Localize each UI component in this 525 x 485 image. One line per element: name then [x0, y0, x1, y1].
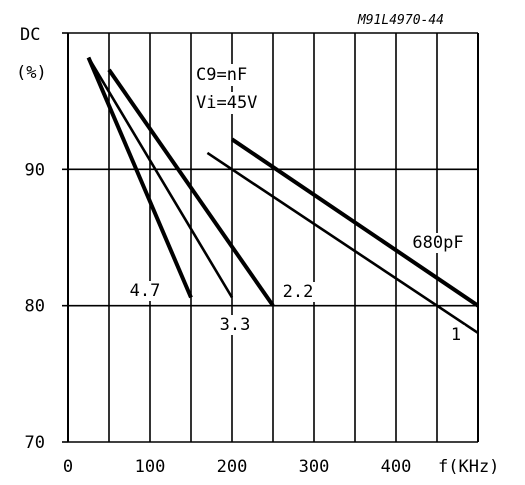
series-label: 1	[451, 325, 461, 345]
series-label: 3.3	[220, 315, 251, 335]
annotation-background	[193, 92, 264, 114]
x-tick-label: 0	[63, 457, 73, 477]
y-axis-label: DC	[20, 25, 40, 45]
annotation-background	[193, 64, 254, 86]
x-tick-label: 200	[217, 457, 248, 477]
series-line-680pF	[230, 137, 480, 308]
series-label: 4.7	[130, 281, 161, 301]
series-line-4-7	[86, 56, 193, 299]
series-label: 680pF	[412, 233, 463, 253]
series-label-background	[447, 325, 465, 345]
tick-labels: 0 100 200 300 400 70 80 90	[25, 160, 412, 477]
y-axis-unit: (%)	[16, 63, 47, 83]
x-tick-label: 100	[135, 457, 166, 477]
y-tick-label: 70	[25, 433, 45, 453]
x-tick-label: 300	[299, 457, 330, 477]
y-tick-label: 90	[25, 160, 45, 180]
annotation-text: C9=nF	[196, 65, 247, 85]
series-label-background	[125, 281, 165, 301]
series-label-background	[278, 282, 318, 302]
annotation-group: C9=nF Vi=45V	[193, 64, 264, 114]
y-tick-label: 80	[25, 297, 45, 317]
series-group: 4.7 3.3 2.2 1 680pF	[86, 56, 480, 345]
x-axis-label: f(KHz)	[438, 457, 499, 477]
series-line-1	[206, 151, 479, 335]
reference-id: M91L4970-44	[357, 13, 444, 28]
series-label-background	[407, 233, 469, 253]
x-tick-label: 400	[381, 457, 412, 477]
series-label-background	[215, 315, 255, 335]
series-line-2-2	[107, 68, 275, 307]
series-line-3-3	[87, 56, 234, 299]
annotation-text: Vi=45V	[196, 93, 257, 113]
series-label: 2.2	[283, 282, 314, 302]
